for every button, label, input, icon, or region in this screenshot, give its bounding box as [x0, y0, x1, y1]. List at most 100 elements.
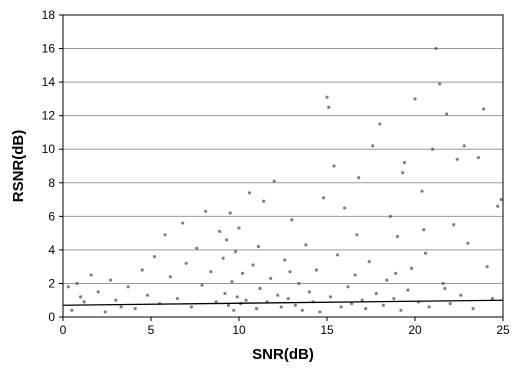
y-tick-label: 10 — [42, 142, 56, 156]
scatter-point — [108, 278, 113, 282]
scatter-point — [230, 280, 234, 284]
scatter-point — [325, 95, 329, 99]
scatter-point — [214, 300, 218, 304]
scatter-point — [256, 244, 260, 249]
scatter-point — [126, 285, 130, 289]
scatter-point — [346, 285, 350, 289]
scatter-point — [422, 228, 426, 232]
scatter-point — [240, 271, 245, 275]
scatter-point — [300, 308, 304, 312]
scatter-point — [388, 214, 392, 218]
scatter-point — [255, 307, 259, 311]
scatter-point — [343, 206, 347, 210]
x-tick-label: 15 — [320, 323, 334, 337]
scatter-point — [279, 305, 283, 309]
y-tick-label: 4 — [48, 243, 55, 257]
scatter-point — [374, 291, 378, 296]
scatter-point — [75, 281, 79, 286]
scatter-point — [371, 144, 375, 148]
scatter-point — [399, 308, 403, 312]
y-tick-label: 12 — [42, 109, 56, 123]
scatter-point — [360, 298, 364, 302]
scatter-point — [332, 164, 336, 168]
scatter-point — [272, 179, 276, 183]
scatter-point — [409, 266, 414, 270]
scatter-point — [96, 290, 100, 294]
y-tick-label: 14 — [42, 75, 56, 89]
x-axis-title: SNR(dB) — [252, 346, 314, 363]
scatter-point — [327, 105, 331, 109]
scatter-point — [423, 251, 428, 255]
scatter-point — [406, 288, 410, 292]
scatter-point — [66, 285, 70, 289]
scatter-point — [290, 218, 294, 222]
scatter-point — [203, 209, 208, 213]
scatter-point — [286, 296, 290, 301]
scatter-point — [218, 229, 222, 234]
scatter-point — [427, 305, 431, 309]
scatter-point — [394, 271, 398, 275]
scatter-point — [448, 301, 452, 306]
scatter-point — [441, 281, 445, 286]
x-tick-label: 5 — [148, 323, 155, 337]
scatter-point — [367, 260, 371, 264]
scatter-point — [466, 241, 470, 245]
scatter-point — [225, 238, 229, 242]
scatter-point — [269, 276, 273, 281]
scatter-point — [413, 97, 417, 101]
y-tick-label: 2 — [48, 276, 55, 290]
scatter-point — [262, 199, 266, 203]
scatter-point — [443, 286, 447, 291]
x-tick-label: 25 — [496, 323, 510, 337]
scatter-point — [476, 156, 480, 160]
scatter-point — [70, 308, 74, 312]
scatter-point — [350, 301, 354, 306]
scatter-point — [200, 283, 204, 287]
scatter-point — [392, 296, 396, 301]
scatter-point — [119, 305, 123, 309]
plot-area-border — [62, 14, 504, 318]
x-tick-label: 20 — [408, 323, 422, 337]
scatter-point — [307, 290, 311, 294]
scatter-point — [339, 305, 343, 309]
scatter-point — [283, 258, 287, 262]
scatter-point — [82, 300, 86, 304]
scatter-point — [445, 112, 449, 116]
scatter-point — [381, 303, 385, 307]
scatter-point — [226, 303, 231, 307]
scatter-point — [420, 189, 424, 193]
scatter-point — [357, 176, 361, 180]
scatter-point — [355, 233, 359, 237]
scatter-point — [293, 303, 297, 307]
trend-line-group — [62, 299, 504, 306]
x-tick-label: 10 — [232, 323, 246, 337]
scatter-point — [288, 270, 292, 274]
scatter-point — [232, 308, 236, 312]
x-tick-labels: 0 5 10 15 20 25 — [60, 317, 510, 337]
scatter-point — [235, 295, 239, 299]
scatter-point — [297, 281, 301, 286]
scatter-point — [385, 278, 389, 282]
scatter-point — [189, 305, 194, 309]
scatter-point — [314, 268, 319, 272]
scatter-point — [168, 275, 172, 279]
scatter-point — [328, 295, 333, 299]
scatter-point — [490, 296, 495, 301]
scatter-point — [79, 295, 83, 299]
trend-line — [62, 299, 504, 306]
scatter-point — [364, 307, 368, 311]
scatter-point — [114, 298, 118, 302]
scatter-point — [152, 255, 157, 259]
scatter-point — [89, 273, 93, 277]
scatter-point — [184, 261, 188, 265]
scatter-point — [353, 273, 357, 277]
scatter-point — [402, 161, 407, 165]
y-tick-label: 6 — [48, 209, 55, 223]
y-tick-labels: 0 2 4 6 8 10 12 14 16 18 — [42, 8, 63, 324]
grid-lines — [63, 48, 503, 284]
scatter-point — [462, 144, 466, 148]
scatter-point — [175, 296, 179, 301]
scatter-point — [499, 197, 503, 202]
scatter-point — [251, 263, 255, 267]
